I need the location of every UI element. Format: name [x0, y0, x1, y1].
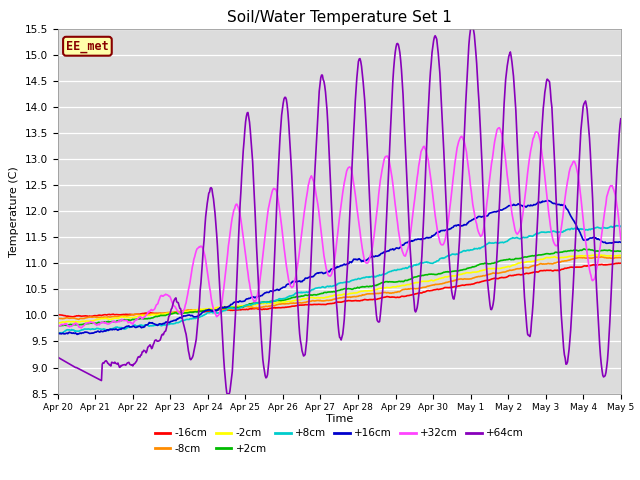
-16cm	[123, 312, 131, 317]
-16cm	[210, 308, 218, 314]
+8cm	[180, 317, 188, 323]
+16cm	[408, 239, 416, 244]
Line: -2cm: -2cm	[58, 254, 621, 323]
-16cm	[425, 288, 433, 294]
+32cm	[123, 318, 131, 324]
-2cm	[179, 309, 187, 314]
-8cm	[617, 255, 625, 261]
Legend: -16cm, -8cm, -2cm, +2cm, +8cm, +16cm, +32cm, +64cm: -16cm, -8cm, -2cm, +2cm, +8cm, +16cm, +3…	[150, 424, 528, 458]
+64cm	[122, 362, 129, 368]
X-axis label: Time: Time	[326, 414, 353, 424]
Line: +8cm: +8cm	[58, 226, 621, 333]
-16cm	[408, 292, 416, 298]
-8cm	[64, 315, 72, 321]
Text: EE_met: EE_met	[66, 40, 109, 53]
+32cm	[54, 323, 61, 329]
-16cm	[64, 313, 72, 319]
-8cm	[210, 307, 218, 312]
+16cm	[617, 240, 625, 245]
+2cm	[408, 276, 416, 281]
-16cm	[617, 260, 625, 266]
+32cm	[64, 323, 72, 329]
+2cm	[617, 248, 625, 254]
-2cm	[591, 252, 599, 257]
+32cm	[180, 307, 188, 313]
+64cm	[179, 319, 187, 324]
+2cm	[123, 317, 131, 323]
-8cm	[408, 286, 416, 292]
Line: -16cm: -16cm	[58, 263, 621, 317]
-2cm	[617, 252, 625, 258]
Title: Soil/Water Temperature Set 1: Soil/Water Temperature Set 1	[227, 10, 452, 25]
+8cm	[123, 325, 131, 331]
+32cm	[425, 162, 433, 168]
+16cm	[210, 308, 218, 314]
+32cm	[77, 325, 85, 331]
+2cm	[180, 310, 188, 316]
+8cm	[65, 327, 72, 333]
+8cm	[408, 264, 416, 269]
+8cm	[425, 260, 433, 265]
+2cm	[425, 271, 433, 277]
Line: +32cm: +32cm	[58, 128, 621, 328]
Line: +16cm: +16cm	[58, 201, 621, 335]
-2cm	[408, 281, 415, 287]
-2cm	[64, 319, 72, 324]
Line: -8cm: -8cm	[58, 257, 621, 319]
+16cm	[54, 330, 61, 336]
+64cm	[225, 392, 233, 397]
+16cm	[74, 332, 81, 337]
+16cm	[425, 235, 433, 240]
+2cm	[54, 323, 61, 329]
-16cm	[68, 314, 76, 320]
-2cm	[424, 278, 432, 284]
+32cm	[495, 125, 503, 131]
+64cm	[64, 360, 72, 366]
+2cm	[210, 307, 218, 313]
-2cm	[122, 314, 129, 320]
+32cm	[210, 307, 218, 312]
Y-axis label: Temperature (C): Temperature (C)	[9, 166, 19, 257]
-2cm	[54, 320, 61, 326]
+2cm	[65, 322, 72, 328]
+8cm	[613, 223, 621, 228]
+64cm	[54, 354, 61, 360]
-16cm	[614, 260, 622, 266]
+64cm	[209, 192, 216, 197]
-8cm	[54, 315, 61, 321]
+64cm	[617, 116, 625, 122]
+8cm	[210, 310, 218, 315]
+64cm	[425, 95, 433, 101]
+8cm	[58, 330, 66, 336]
Line: +2cm: +2cm	[58, 249, 621, 326]
+16cm	[123, 324, 131, 329]
+16cm	[64, 331, 72, 336]
Line: +64cm: +64cm	[58, 25, 621, 395]
+2cm	[580, 246, 588, 252]
+32cm	[617, 237, 625, 242]
+16cm	[544, 198, 552, 204]
+8cm	[54, 330, 61, 336]
-8cm	[180, 308, 188, 313]
-8cm	[75, 316, 83, 322]
+8cm	[617, 224, 625, 229]
+2cm	[54, 323, 62, 329]
-16cm	[54, 312, 61, 318]
-8cm	[425, 283, 433, 289]
-2cm	[209, 306, 216, 312]
+64cm	[468, 23, 476, 28]
-8cm	[123, 313, 131, 319]
+64cm	[408, 280, 416, 286]
-8cm	[597, 254, 605, 260]
+16cm	[180, 313, 188, 319]
-16cm	[180, 309, 188, 314]
+32cm	[408, 215, 416, 221]
